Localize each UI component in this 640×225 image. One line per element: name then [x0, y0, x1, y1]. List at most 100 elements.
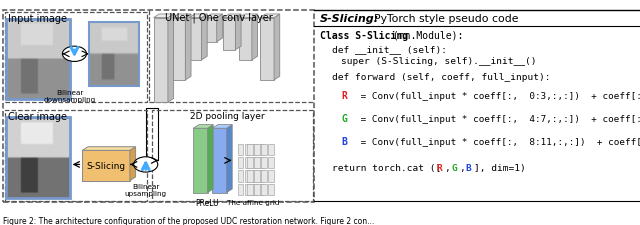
Text: = Conv(full_input * coeff[:,  0:3,:,:]): = Conv(full_input * coeff[:, 0:3,:,:]) [355, 91, 580, 100]
Bar [252, 158, 257, 169]
Text: S-Slicing:: S-Slicing: [320, 14, 380, 23]
Bar [189, 18, 202, 61]
Polygon shape [207, 125, 213, 193]
Text: G: G [341, 114, 348, 124]
Bar [152, 111, 313, 201]
Bar [254, 158, 260, 169]
Bar [254, 145, 260, 156]
Text: The affine grid: The affine grid [227, 199, 280, 205]
Polygon shape [212, 125, 232, 129]
Bar [259, 145, 264, 156]
Text: ], dim=1): ], dim=1) [474, 163, 525, 172]
Bar [247, 171, 253, 182]
Text: super (S-Slicing, self).__init__(): super (S-Slicing, self).__init__() [341, 57, 537, 66]
Polygon shape [227, 125, 232, 193]
Bar [239, 18, 252, 61]
Bar [83, 151, 130, 181]
Bar [244, 158, 250, 169]
Text: PReLU: PReLU [196, 198, 220, 207]
Text: + coeff[:,  7:8, :, :]: + coeff[:, 7:8, :, :] [355, 114, 640, 123]
Text: return torch.cat ([: return torch.cat ([ [332, 163, 441, 172]
Text: = Conv(full_input * coeff[:,  4:7,:,:]): = Conv(full_input * coeff[:, 4:7,:,:]) [355, 114, 580, 123]
Text: def forward (self, coeff, full_input):: def forward (self, coeff, full_input): [332, 73, 550, 82]
Bar [252, 145, 257, 156]
Text: + coeff[:, 11:12, :, :]: + coeff[:, 11:12, :, :] [355, 137, 640, 146]
Bar [259, 158, 264, 169]
Bar [6, 20, 70, 100]
Polygon shape [173, 15, 191, 18]
Bar [193, 129, 207, 193]
Bar [268, 145, 274, 156]
Bar [237, 158, 243, 169]
Text: Bilinear
downsampling: Bilinear downsampling [44, 90, 96, 103]
Text: = Conv(full_input * coeff[:,  8:11,:,:]): = Conv(full_input * coeff[:, 8:11,:,:]) [355, 137, 586, 146]
Polygon shape [236, 15, 241, 51]
Polygon shape [168, 15, 173, 103]
Text: UNet | One conv layer: UNet | One conv layer [164, 13, 273, 23]
Text: S-Slicing: S-Slicing [86, 161, 125, 170]
Bar [237, 145, 243, 156]
Bar [259, 171, 264, 182]
Text: def __init__ (self):: def __init__ (self): [332, 45, 447, 54]
Bar [247, 184, 253, 195]
Text: B: B [465, 163, 471, 172]
Bar [247, 158, 253, 169]
Text: R: R [436, 163, 442, 172]
Bar [223, 18, 236, 51]
Text: ,: , [445, 163, 456, 172]
Polygon shape [83, 147, 136, 151]
Bar [212, 129, 227, 193]
Polygon shape [130, 147, 136, 181]
Bar [6, 20, 70, 100]
Bar [252, 184, 257, 195]
Text: 2D pooling layer: 2D pooling layer [190, 112, 265, 121]
Text: Input image: Input image [8, 14, 67, 23]
Bar [268, 158, 274, 169]
Bar [4, 13, 147, 103]
Text: Clear image: Clear image [8, 112, 67, 122]
Circle shape [63, 47, 86, 62]
Polygon shape [252, 15, 257, 61]
Polygon shape [217, 15, 222, 43]
Text: Class S-Slicing: Class S-Slicing [320, 31, 408, 40]
Text: Bilinear
upsampling: Bilinear upsampling [125, 183, 167, 196]
Bar [244, 171, 250, 182]
Bar [260, 18, 274, 81]
Text: G: G [451, 163, 457, 172]
Polygon shape [202, 15, 207, 61]
Bar [254, 184, 260, 195]
Polygon shape [239, 15, 257, 18]
Bar [154, 18, 168, 103]
Text: + coeff[:,  3:4, :, :]: + coeff[:, 3:4, :, :] [355, 91, 640, 100]
Polygon shape [154, 15, 173, 18]
Bar [244, 145, 250, 156]
Polygon shape [205, 15, 222, 18]
Text: PyTorch style pseudo code: PyTorch style pseudo code [374, 14, 518, 23]
Bar [261, 171, 267, 182]
Polygon shape [186, 15, 191, 81]
Bar [259, 184, 264, 195]
Bar [6, 118, 70, 198]
Circle shape [134, 157, 158, 172]
Polygon shape [223, 15, 241, 18]
Text: R: R [341, 91, 348, 101]
Text: ,: , [460, 163, 471, 172]
Polygon shape [189, 15, 207, 18]
Bar [244, 184, 250, 195]
Text: Figure 2: The architecture configuration of the proposed UDC restoration network: Figure 2: The architecture configuration… [3, 216, 374, 225]
Polygon shape [274, 15, 280, 81]
Text: (nn.Module):: (nn.Module): [387, 31, 463, 40]
Bar [254, 171, 260, 182]
Bar [268, 184, 274, 195]
Bar [237, 171, 243, 182]
Bar [268, 171, 274, 182]
Bar [261, 158, 267, 169]
Polygon shape [193, 125, 213, 129]
Bar [205, 18, 217, 43]
Bar [261, 145, 267, 156]
Bar [89, 22, 140, 87]
Text: B: B [341, 137, 348, 147]
Bar [237, 184, 243, 195]
Polygon shape [260, 15, 280, 18]
Bar [261, 184, 267, 195]
